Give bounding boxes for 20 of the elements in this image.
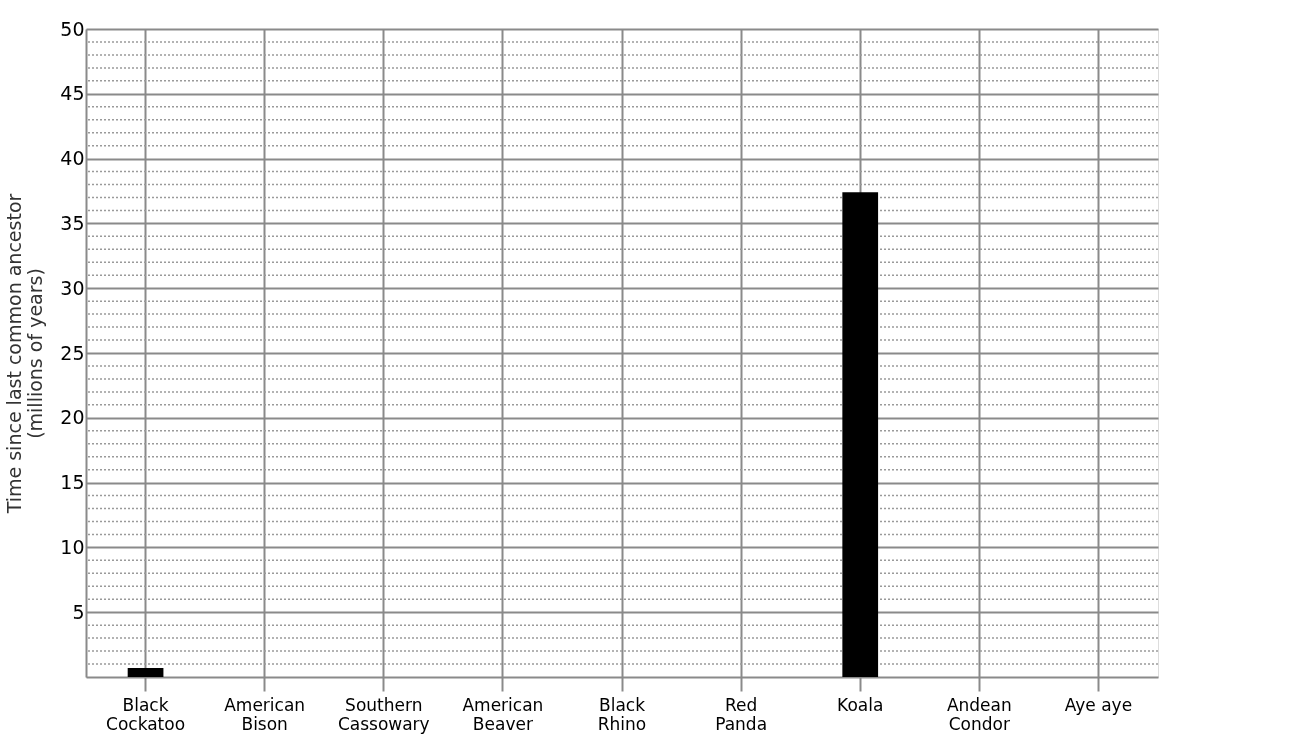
x-tick-label: Andean Condor <box>946 694 1012 734</box>
y-axis-title: Time since last common ancestor (millions of years) <box>3 193 47 515</box>
x-tick-label: Red Panda <box>715 694 768 734</box>
y-tick-label: 45 <box>60 82 85 105</box>
x-tick-label: Koala <box>837 694 884 715</box>
x-tick-label: American Bison <box>224 694 306 734</box>
y-tick-label: 20 <box>60 406 85 429</box>
y-tick-label: 5 <box>72 600 85 623</box>
x-tick-label: Black Cockatoo <box>106 694 186 734</box>
y-tick-label: 15 <box>60 471 85 494</box>
y-tick-label: 35 <box>60 211 85 234</box>
x-tick-label: American Beaver <box>462 694 544 734</box>
y-tick-label: 50 <box>60 17 85 40</box>
y-tick-label: 30 <box>60 276 85 299</box>
y-tick-label: 40 <box>60 147 85 170</box>
y-tick-label: 10 <box>60 535 85 558</box>
x-tick-label: Black Rhino <box>597 694 647 734</box>
y-tick-label: 25 <box>60 341 85 364</box>
x-tick-label: Southern Cassowary <box>337 694 430 734</box>
x-tick-label: Aye aye <box>1064 694 1133 715</box>
